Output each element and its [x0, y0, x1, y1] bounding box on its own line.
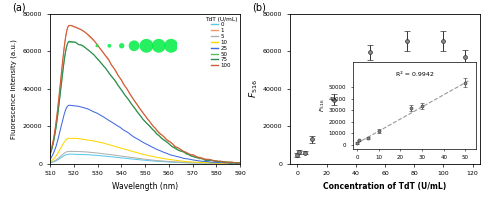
10 [203, 162, 209, 164]
0 [68, 153, 73, 155]
5 [160, 160, 166, 162]
1 [138, 109, 143, 111]
50 [237, 162, 243, 164]
1 [150, 125, 156, 127]
75 [138, 115, 143, 117]
1 [68, 24, 73, 27]
10 [237, 162, 243, 164]
0 [139, 159, 145, 161]
Legend: 0, 1, 5, 10, 25, 50, 75, 100: 0, 1, 5, 10, 25, 50, 75, 100 [204, 17, 237, 68]
25 [235, 162, 241, 164]
100 [68, 24, 73, 27]
0 [138, 159, 143, 161]
Line: 25: 25 [50, 105, 240, 163]
10 [236, 162, 242, 165]
1 [203, 158, 209, 160]
5 [139, 158, 145, 160]
Line: 5: 5 [50, 151, 240, 164]
5 [150, 159, 156, 161]
10 [160, 157, 166, 160]
50 [66, 41, 72, 43]
100 [237, 162, 243, 164]
50 [203, 158, 209, 161]
100 [150, 125, 156, 128]
25 [66, 104, 72, 106]
10 [150, 155, 156, 158]
25 [233, 162, 239, 164]
75 [47, 153, 53, 156]
75 [203, 159, 209, 162]
5 [230, 162, 235, 165]
75 [139, 117, 145, 119]
Y-axis label: Fluorescence Intensity (a.u.): Fluorescence Intensity (a.u.) [11, 39, 18, 138]
1 [160, 135, 166, 138]
50 [233, 162, 239, 164]
10 [70, 137, 76, 139]
Line: 1: 1 [50, 26, 240, 164]
75 [234, 162, 239, 164]
100 [233, 162, 239, 164]
75 [237, 162, 243, 164]
50 [150, 129, 156, 131]
Text: (a): (a) [12, 3, 26, 13]
75 [233, 162, 239, 164]
Line: 0: 0 [50, 154, 240, 164]
5 [138, 158, 143, 160]
Line: 50: 50 [50, 42, 240, 163]
25 [150, 146, 156, 149]
0 [150, 160, 156, 162]
10 [139, 153, 145, 155]
0 [203, 162, 209, 164]
100 [47, 153, 53, 155]
100 [138, 108, 143, 111]
5 [47, 162, 53, 164]
Line: 100: 100 [50, 25, 240, 163]
1 [237, 163, 243, 165]
50 [232, 162, 238, 164]
X-axis label: Concentration of TdT (U/mL): Concentration of TdT (U/mL) [324, 182, 446, 191]
10 [233, 162, 239, 164]
25 [139, 140, 145, 143]
25 [47, 158, 53, 161]
0 [47, 162, 53, 164]
X-axis label: Wavelength (nm): Wavelength (nm) [112, 182, 178, 191]
5 [237, 162, 243, 164]
Text: (b): (b) [252, 3, 266, 13]
50 [160, 138, 166, 141]
Y-axis label: $F_{516}$: $F_{516}$ [248, 79, 260, 98]
0 [160, 161, 166, 163]
75 [150, 129, 156, 131]
10 [138, 152, 143, 155]
25 [160, 151, 166, 153]
25 [237, 162, 243, 164]
Line: 75: 75 [50, 41, 240, 163]
25 [203, 160, 209, 163]
0 [233, 162, 239, 165]
100 [139, 110, 145, 112]
50 [139, 116, 145, 119]
5 [233, 162, 239, 165]
Line: 10: 10 [50, 138, 240, 164]
100 [160, 135, 166, 138]
1 [233, 162, 239, 164]
75 [66, 40, 72, 42]
0 [237, 162, 243, 165]
25 [138, 140, 143, 142]
75 [160, 139, 166, 141]
1 [139, 111, 145, 113]
50 [47, 154, 53, 156]
1 [47, 152, 53, 154]
10 [47, 160, 53, 163]
50 [138, 115, 143, 117]
100 [203, 158, 209, 161]
5 [67, 150, 73, 152]
5 [203, 162, 209, 164]
